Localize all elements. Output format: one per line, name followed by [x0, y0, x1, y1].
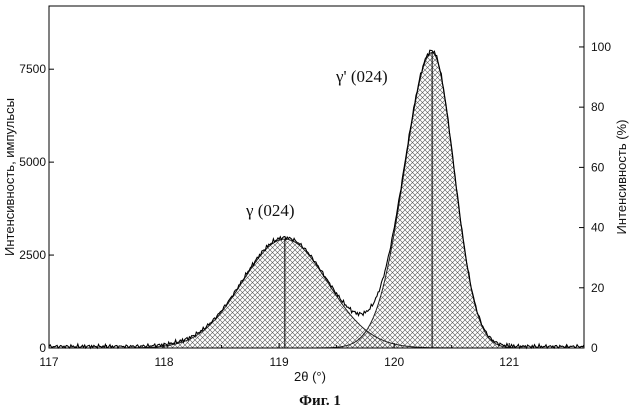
x-tick-label: 118 — [154, 355, 173, 369]
y-right-tick-label: 60 — [591, 160, 605, 174]
x-tick-label: 121 — [499, 355, 519, 369]
x-tick-label: 119 — [270, 355, 289, 369]
peak-fills — [49, 53, 584, 349]
y-left-tick-label: 7500 — [19, 62, 46, 76]
x-axis-label: 2θ (°) — [294, 369, 326, 384]
y-right-tick-label: 100 — [591, 40, 611, 54]
y-axis-label-left: Интенсивность, импульсы — [2, 98, 17, 256]
y-right-tick-label: 0 — [591, 341, 598, 355]
y-left-tick-label: 5000 — [19, 155, 46, 169]
y-left-tick-label: 0 — [39, 341, 46, 355]
peak-fill-gamma — [49, 239, 584, 348]
annotation-gamma-prime: γ' (024) — [335, 67, 388, 86]
y-right-tick-label: 20 — [591, 281, 605, 295]
x-tick-label: 117 — [39, 355, 58, 369]
x-tick-label: 120 — [384, 355, 404, 369]
y-right-tick-label: 80 — [591, 100, 605, 114]
y-left-tick-label: 2500 — [19, 248, 46, 262]
annotation-gamma: γ (024) — [245, 201, 295, 220]
figure-caption: Фиг. 1 — [299, 393, 341, 409]
y-right-tick-label: 40 — [591, 221, 605, 235]
y-axis-label-right: Интенсивность (%) — [614, 120, 629, 235]
